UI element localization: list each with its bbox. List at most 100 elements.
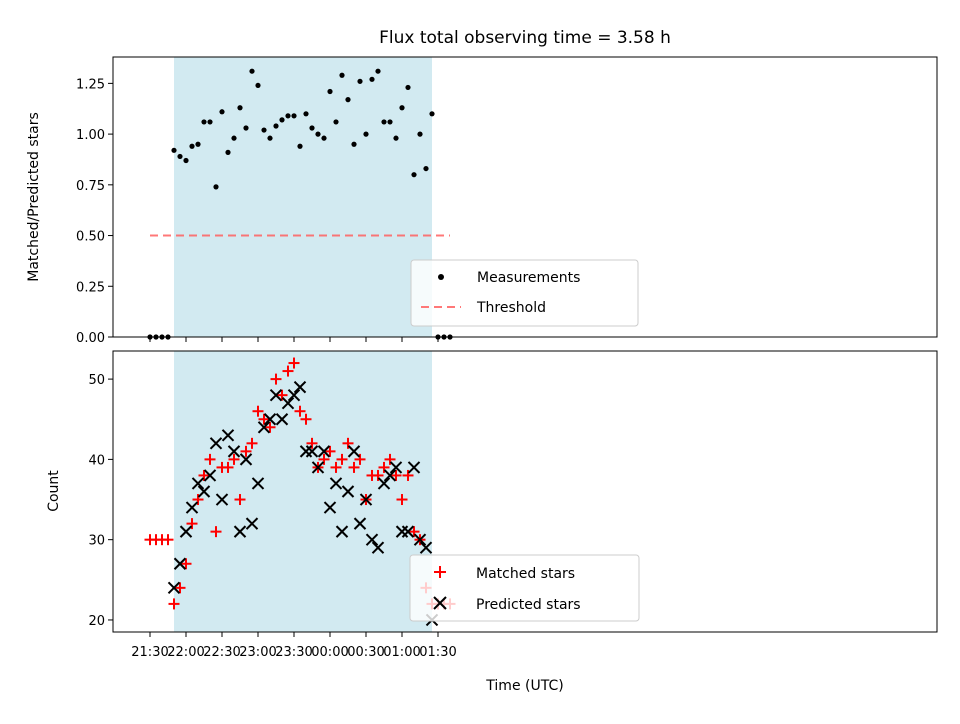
measurement-point [243,125,249,131]
measurement-point [297,143,303,149]
measurement-point [177,153,183,160]
measurement-point [387,119,393,125]
bottom-y-tick-label: 30 [88,534,105,549]
predicted-star-stroke-b [305,445,319,458]
predicted-star-point [353,517,367,530]
measurement-point [375,68,381,74]
top-observing-window [174,57,432,337]
predicted-star-point [227,445,241,458]
predicted-star-stroke-b [239,453,253,466]
predicted-star-stroke-b [323,501,337,514]
x-tick-label: 21:30 [131,645,168,660]
predicted-star-stroke-b [353,517,367,530]
measurement-point [309,125,315,131]
top-y-tick-label: 1.25 [76,77,105,92]
predicted-star-stroke-b [365,533,379,546]
matched-star-point [240,445,252,457]
measurement-point [291,113,297,119]
top-legend: Measurements Threshold [410,259,639,327]
measurement-point [219,109,225,115]
measurement-point [189,143,195,149]
predicted-star-point [239,453,253,466]
predicted-star-stroke-b [329,477,343,490]
predicted-star-stroke-b [275,413,289,426]
predicted-star-stroke-b [179,525,193,538]
predicted-star-point [257,421,271,434]
predicted-star-stroke-b [317,445,331,458]
bottom-legend-box [409,554,640,622]
top-y-tick-label: 0.50 [76,230,105,245]
measurement-point [399,105,405,111]
predicted-star-stroke-b [311,461,325,474]
predicted-star-stroke-b [401,525,415,538]
predicted-star-stroke-b [233,525,247,538]
measurement-point [315,131,321,137]
matched-star-point [162,534,174,546]
x-axis-label: Time (UTC) [485,678,563,694]
measurement-point [261,127,267,133]
legend-matched-label: Matched stars [476,566,575,582]
measurement-point [411,172,417,178]
top-y-tick-label: 0.00 [76,331,105,346]
measurement-point [213,184,219,190]
matched-star-point [282,365,294,377]
count-points [144,357,456,627]
matched-star-point [300,413,312,425]
measurement-point [267,135,273,141]
matched-star-point [174,582,186,594]
predicted-star-point [341,485,355,498]
predicted-star-point [293,380,307,394]
measurement-point [351,141,357,147]
top-plot-frame [112,56,938,338]
matched-star-point [264,421,276,433]
predicted-star-stroke-b [269,388,283,402]
predicted-star-stroke-b [227,445,241,458]
legend-threshold-label: Threshold [476,300,546,316]
matched-star-point [270,373,282,385]
matched-star-point [384,453,396,465]
predicted-star-stroke-b [185,501,199,514]
predicted-star-stroke-b [413,533,427,546]
matched-star-point [342,437,354,449]
matched-star-point [252,405,264,417]
matched-star-point [246,437,258,449]
predicted-star-point [359,493,373,506]
chart-title: Flux total observing time = 3.58 h [379,28,671,48]
predicted-star-point [173,557,187,570]
measurement-point [417,131,423,137]
legend-measurements-label: Measurements [477,270,580,286]
predicted-star-point [371,541,385,554]
predicted-star-point [329,477,343,490]
predicted-star-stroke-b [347,445,361,458]
predicted-star-stroke-b [251,477,265,490]
x-tick-label: 22:00 [167,645,204,660]
measurement-point [237,105,243,111]
predicted-star-point [383,469,397,482]
predicted-star-point [389,461,403,474]
measurement-point [195,141,201,147]
legend-measurements-marker [438,274,444,280]
top-y-ticks: 0.00 0.25 0.50 0.75 1.00 1.25 [76,77,113,346]
measurement-point [255,82,261,89]
predicted-star-point [275,413,289,426]
predicted-star-stroke-b [263,413,277,426]
matched-star-point [306,437,318,449]
matched-star-point [228,453,240,465]
predicted-star-stroke-b [257,421,271,434]
matched-star-point [210,526,222,538]
measurement-points [147,68,453,340]
predicted-star-point [401,525,415,538]
predicted-star-point [419,541,433,554]
predicted-star-point [215,493,229,506]
predicted-star-point [233,525,247,538]
predicted-star-point [407,461,421,474]
measurement-point [327,88,333,95]
measurement-point [321,135,327,141]
predicted-star-point [221,429,235,442]
predicted-star-point [179,525,193,538]
top-panel: 0.00 0.25 0.50 0.75 1.00 1.25 Flux total obse… [26,28,938,346]
predicted-star-point [209,437,223,450]
matched-star-point [234,494,246,506]
predicted-star-stroke-b [173,557,187,570]
